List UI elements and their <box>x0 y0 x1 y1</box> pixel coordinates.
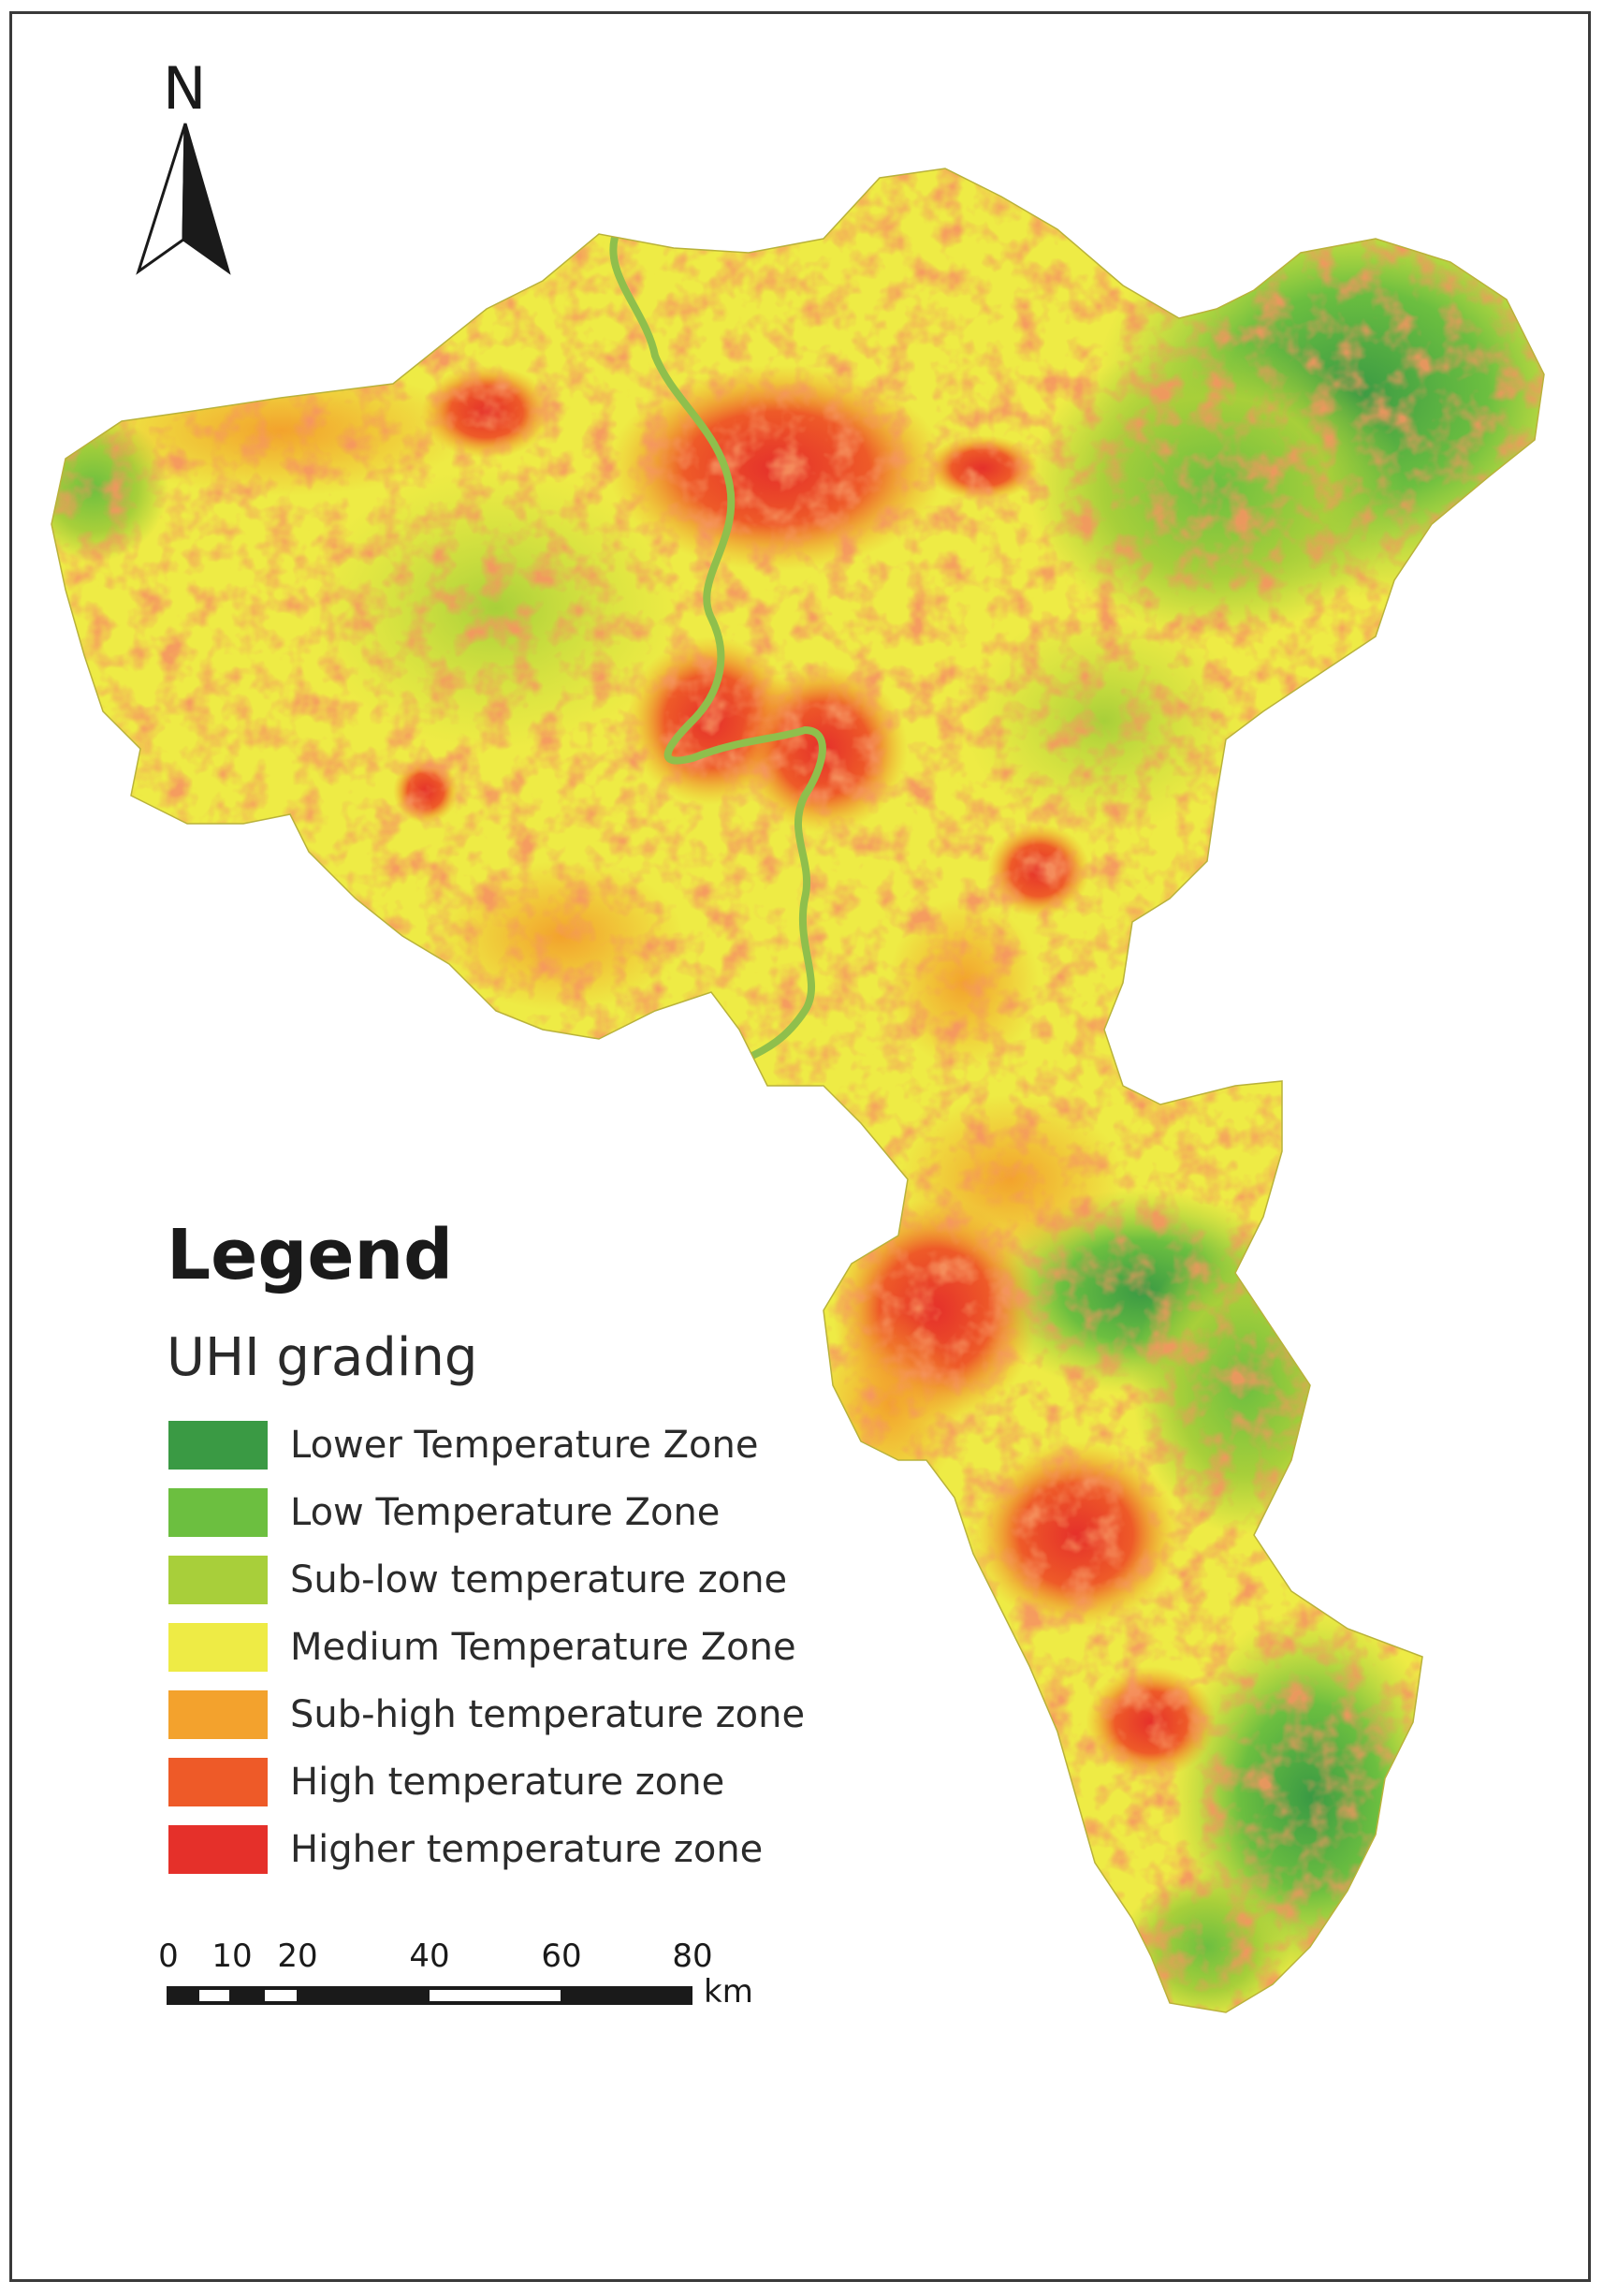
scale-tick-label: 0 <box>158 1938 179 1975</box>
legend-swatch-lower <box>168 1421 268 1470</box>
legend-label: Lower Temperature Zone <box>290 1424 759 1467</box>
scale-tick-label: 80 <box>672 1938 713 1975</box>
scale-unit-label: km <box>704 1973 753 2011</box>
legend-swatch-sub-low <box>168 1556 268 1604</box>
legend-item: Low Temperature Zone <box>168 1479 805 1546</box>
legend-label: Sub-high temperature zone <box>290 1693 806 1736</box>
scale-bar <box>167 1986 692 2005</box>
scale-tick-label: 10 <box>211 1938 253 1975</box>
legend-swatch-low <box>168 1488 268 1537</box>
legend-list: Lower Temperature Zone Low Temperature Z… <box>168 1411 805 1883</box>
legend-subtitle: UHI grading <box>167 1327 478 1388</box>
legend-item: Sub-high temperature zone <box>168 1681 805 1748</box>
legend-swatch-sub-high <box>168 1690 268 1739</box>
scale-tick-label: 60 <box>541 1938 582 1975</box>
legend-item: Higher temperature zone <box>168 1816 805 1883</box>
scale-tick-label: 40 <box>409 1938 450 1975</box>
scale-tick-label: 20 <box>277 1938 318 1975</box>
legend-item: Lower Temperature Zone <box>168 1411 805 1479</box>
legend-item: Sub-low temperature zone <box>168 1546 805 1614</box>
legend-swatch-high <box>168 1758 268 1806</box>
legend-label: Sub-low temperature zone <box>290 1558 788 1601</box>
legend-label: Low Temperature Zone <box>290 1491 721 1534</box>
north-label: N <box>163 54 207 123</box>
legend-title: Legend <box>167 1215 454 1295</box>
north-arrow-icon <box>136 123 231 275</box>
legend-item: High temperature zone <box>168 1748 805 1816</box>
legend-swatch-medium <box>168 1623 268 1672</box>
legend-label: High temperature zone <box>290 1761 725 1804</box>
legend-label: Medium Temperature Zone <box>290 1626 796 1669</box>
legend-item: Medium Temperature Zone <box>168 1614 805 1681</box>
legend-swatch-higher <box>168 1825 268 1874</box>
legend-label: Higher temperature zone <box>290 1828 764 1871</box>
